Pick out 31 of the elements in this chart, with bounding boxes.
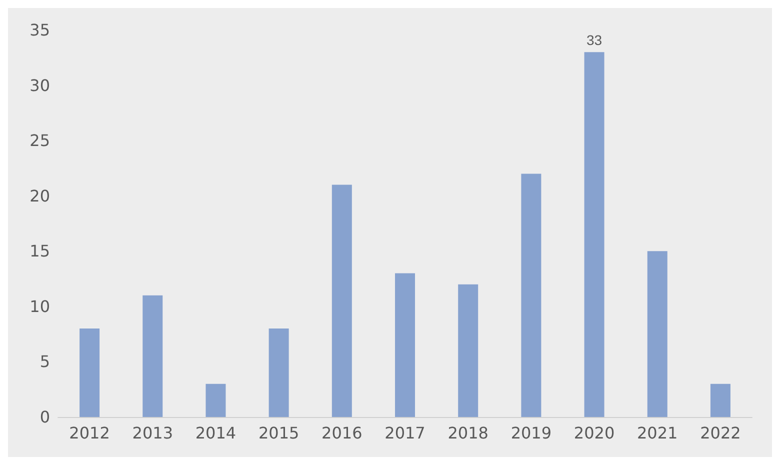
x-tick-label: 2020 bbox=[574, 424, 615, 442]
x-tick-label: 2012 bbox=[69, 424, 110, 442]
bar bbox=[647, 251, 668, 417]
y-tick-label: 0 bbox=[40, 408, 50, 426]
bar bbox=[332, 184, 352, 417]
x-tick-label: 2018 bbox=[448, 424, 488, 442]
bar bbox=[710, 384, 730, 417]
bar bbox=[206, 384, 226, 417]
y-tick-label: 30 bbox=[30, 76, 50, 95]
x-tick-label: 2021 bbox=[637, 424, 678, 442]
bar bbox=[521, 174, 542, 417]
x-tick-label: 2017 bbox=[384, 424, 426, 442]
y-tick-label: 5 bbox=[40, 352, 50, 372]
bar bbox=[584, 52, 604, 417]
bar bbox=[458, 284, 478, 417]
y-tick-label: 10 bbox=[30, 296, 50, 316]
y-tick-label: 25 bbox=[30, 131, 50, 150]
y-tick-label: 15 bbox=[30, 242, 50, 261]
y-tick-label: 20 bbox=[30, 186, 50, 206]
x-tick-label: 2016 bbox=[322, 424, 362, 442]
x-tick-label: 2015 bbox=[258, 424, 300, 442]
bar bbox=[395, 273, 415, 417]
bar bbox=[268, 328, 289, 417]
bar bbox=[80, 328, 100, 417]
data-label: 33 bbox=[586, 32, 602, 48]
x-tick-label: 2022 bbox=[700, 424, 741, 442]
x-tick-label: 2014 bbox=[195, 424, 236, 442]
x-tick-label: 2013 bbox=[132, 424, 173, 442]
bar bbox=[142, 295, 163, 417]
x-tick-label: 2019 bbox=[510, 424, 552, 442]
y-tick-label: 35 bbox=[30, 20, 50, 40]
